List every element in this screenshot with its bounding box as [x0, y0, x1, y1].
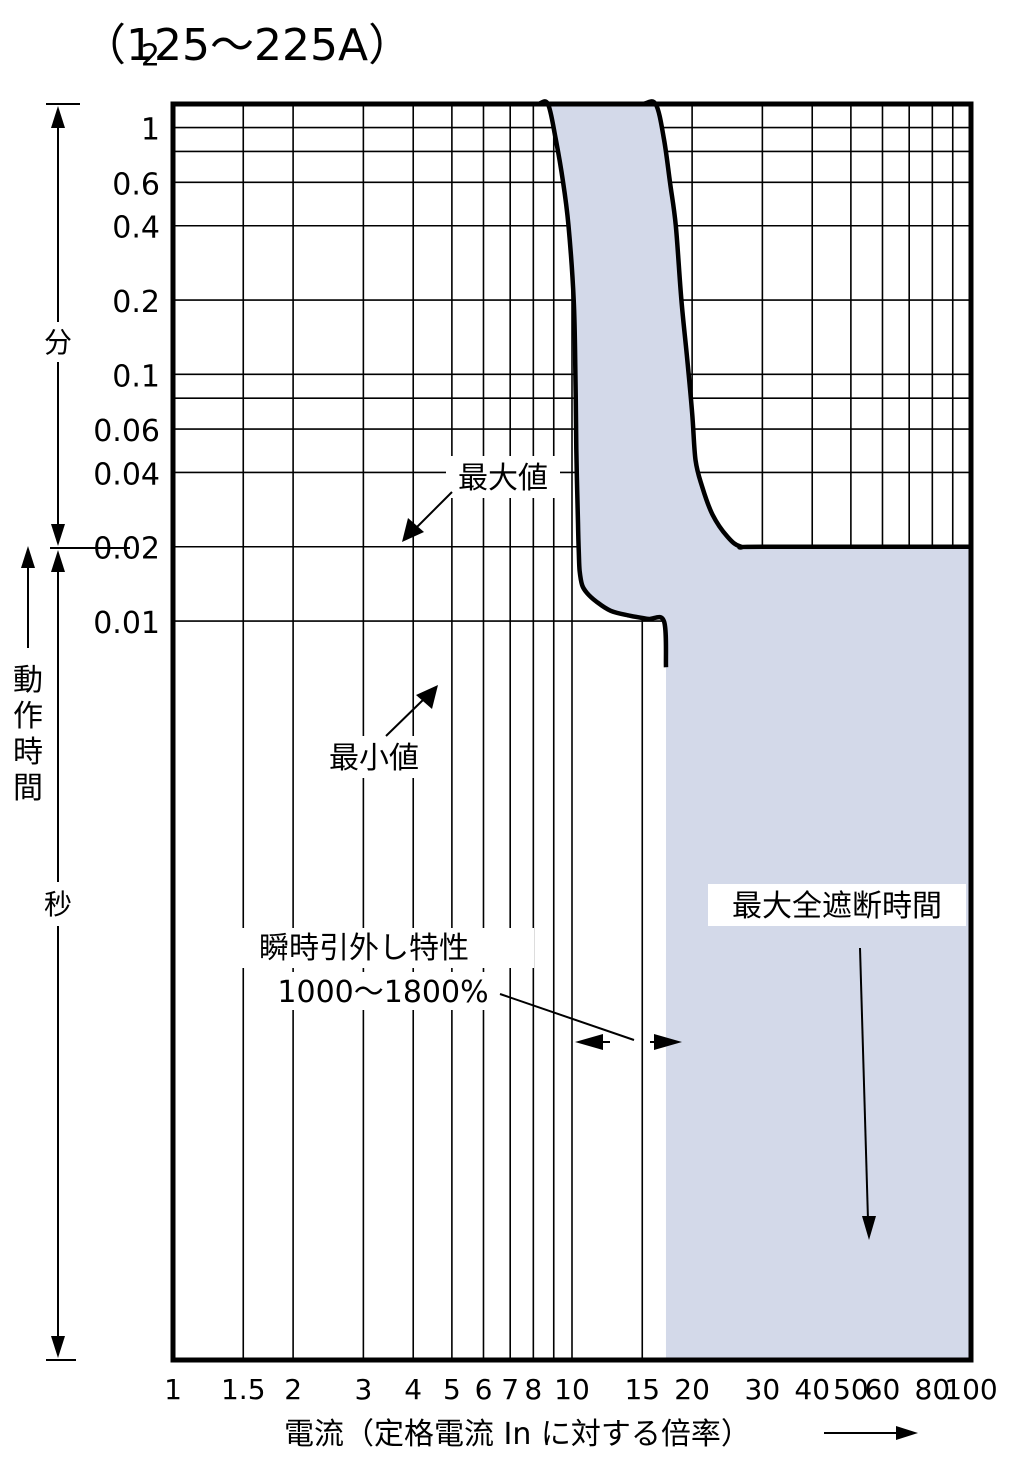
y-tick-label-seconds: 0.02 — [93, 532, 160, 567]
x-axis-label-arrow-head — [896, 1426, 918, 1440]
y-tick-label-seconds: 0.4 — [112, 211, 160, 246]
x-tick-label: 60 — [865, 1373, 901, 1406]
tolerance-band-fill — [192, 101, 971, 1360]
x-tick-label: 15 — [624, 1373, 660, 1406]
y-tick-label-seconds: 0.01 — [93, 606, 160, 641]
max-interrupt-label-bg — [708, 884, 966, 926]
seconds-range-arrow-down — [51, 1336, 65, 1358]
y-tick-label-seconds: 2 — [141, 38, 160, 73]
x-axis-label: 電流（定格電流 In に対する倍率） — [284, 1417, 751, 1452]
seconds-label: 秒 — [44, 888, 72, 921]
x-tick-label: 1.5 — [221, 1373, 266, 1406]
y-tick-label-seconds: 0.2 — [112, 285, 160, 320]
x-tick-label: 10 — [554, 1373, 590, 1406]
x-tick-label: 6 — [475, 1373, 493, 1406]
x-tick-label: 80 — [915, 1373, 951, 1406]
x-tick-label: 100 — [944, 1373, 997, 1406]
annotations: 最大値 最小値 最大全遮断時間 瞬時引外し特性 1000～1800% — [234, 456, 966, 1240]
instant-trip-range-label: 1000～1800% — [277, 975, 488, 1010]
y-tick-label-seconds: 1 — [141, 113, 160, 148]
x-tick-label: 8 — [524, 1373, 542, 1406]
y-tick-label-seconds: 0.04 — [93, 457, 160, 492]
max-value-leader-arrow — [402, 518, 424, 542]
x-tick-label: 1 — [164, 1373, 182, 1406]
max-interrupt-leader-arrow — [862, 1216, 876, 1240]
x-tick-label: 4 — [404, 1373, 422, 1406]
operating-time-arrow-up — [21, 546, 35, 568]
y-tick-label-seconds: 0.06 — [93, 414, 160, 449]
instant-trip-label: 瞬時引外し特性 — [259, 931, 469, 966]
min-value-leader — [385, 697, 426, 737]
x-tick-label: 50 — [833, 1373, 869, 1406]
x-tick-label: 2 — [284, 1373, 302, 1406]
x-tick-label: 40 — [794, 1373, 830, 1406]
max-interrupt-time-label: 最大全遮断時間 — [732, 889, 942, 924]
minutes-label: 分 — [44, 326, 72, 359]
minutes-range-arrow-down — [51, 524, 65, 546]
max-value-label: 最大値 — [458, 461, 548, 496]
instant-trip-range-arrow-left — [575, 1034, 603, 1050]
min-value-leader-arrow — [416, 685, 438, 709]
chart-title: （125～225A） — [82, 20, 412, 71]
y-tick-label-seconds: 0.1 — [112, 359, 160, 394]
operating-time-label: 動作時間 — [13, 663, 43, 806]
y-axis-markers: 分 秒 動作時間 — [13, 103, 130, 1361]
x-tick-label: 3 — [354, 1373, 372, 1406]
x-tick-label: 20 — [674, 1373, 710, 1406]
tolerance-band — [192, 101, 971, 1360]
instant-trip-leader — [499, 993, 635, 1041]
x-tick-label: 30 — [745, 1373, 781, 1406]
seconds-range-arrow-up — [51, 550, 65, 572]
max-value-label-bg — [446, 456, 560, 498]
min-value-label-bg — [318, 736, 430, 778]
y-tick-labels: 18012060402010642140201064210.60.40.20.1… — [93, 38, 160, 641]
y-tick-label-seconds: 0.6 — [112, 167, 160, 202]
max-interrupt-leader — [859, 947, 869, 1221]
x-tick-label: 5 — [443, 1373, 461, 1406]
instant-trip-range-arrow-right — [654, 1034, 682, 1050]
min-value-label: 最小値 — [329, 741, 419, 776]
plot-frame — [170, 101, 974, 1363]
x-tick-label: 7 — [501, 1373, 519, 1406]
max-value-leader — [415, 491, 453, 529]
minutes-range-arrow-up — [51, 106, 65, 128]
instant-trip-label-bg — [234, 928, 534, 968]
instant-trip-range-bg — [254, 972, 508, 1010]
